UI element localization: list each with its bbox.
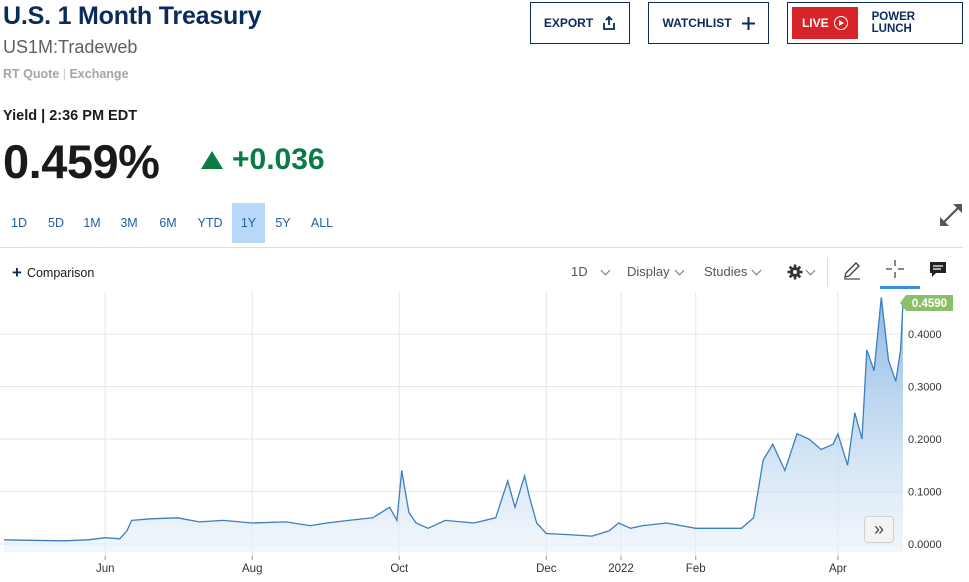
interval-label: 1D	[571, 264, 588, 279]
quote-source: RT Quote | Exchange	[3, 67, 129, 81]
y-tick-label: 0.2000	[908, 434, 942, 446]
crosshair-icon[interactable]	[885, 259, 905, 279]
comparison-label: Comparison	[26, 266, 95, 280]
settings-dropdown[interactable]	[787, 264, 816, 280]
range-tab-3m[interactable]: 3M	[120, 216, 138, 230]
export-button[interactable]: EXPORT	[530, 2, 630, 44]
live-badge: LIVE	[792, 7, 858, 39]
up-arrow-icon	[201, 151, 223, 169]
symbol-label: US1M:Tradeweb	[3, 37, 138, 57]
quote-separator: |	[62, 67, 66, 81]
share-icon	[603, 16, 616, 30]
power-lunch-label: POWER LUNCH	[871, 11, 916, 35]
watchlist-button[interactable]: WATCHLIST	[648, 2, 769, 44]
x-tick-label: Apr	[829, 563, 847, 575]
last-value-tag: 0.4590	[900, 295, 953, 312]
live-label: LIVE	[801, 16, 829, 30]
gear-icon	[787, 264, 803, 280]
range-tab-all[interactable]: ALL	[310, 216, 334, 230]
yield-change: +0.036	[232, 143, 325, 176]
studies-dropdown[interactable]: Studies	[704, 264, 762, 279]
y-tick-label: 0.1000	[908, 487, 942, 499]
y-tick-label: 0.3000	[908, 382, 942, 394]
scroll-forward-button[interactable]: »	[864, 516, 894, 543]
range-tab-ytd[interactable]: YTD	[197, 216, 223, 230]
plus-icon: +	[12, 263, 22, 282]
quote-type: RT Quote	[3, 67, 60, 81]
chevron-down-icon	[751, 265, 762, 275]
display-dropdown[interactable]: Display	[627, 264, 685, 279]
interval-dropdown[interactable]: 1D	[571, 264, 611, 279]
toolbar-separator	[827, 258, 828, 286]
yield-timestamp: Yield | 2:36 PM EDT	[3, 108, 138, 124]
chevron-down-icon	[600, 265, 611, 275]
range-tab-1m[interactable]: 1M	[83, 216, 101, 230]
expand-icon[interactable]	[938, 202, 964, 228]
page-title: U.S. 1 Month Treasury	[3, 2, 262, 30]
export-label: EXPORT	[543, 16, 594, 30]
comparison-button[interactable]: + Comparison	[12, 263, 95, 282]
y-tick-label: 0.0000	[908, 539, 942, 551]
yield-chart[interactable]: 0.0000 0.1000 0.2000 0.3000 0.4000 Jun Aug Oct D…	[0, 292, 969, 582]
x-tick-label: Aug	[242, 563, 262, 575]
pencil-icon[interactable]	[842, 260, 862, 280]
range-tab-5y[interactable]: 5Y	[275, 216, 291, 230]
comment-icon[interactable]	[929, 261, 947, 279]
x-tick-label: Jun	[96, 563, 115, 575]
range-tab-1d[interactable]: 1D	[11, 216, 27, 230]
live-power-lunch-button[interactable]: LIVE POWER LUNCH	[787, 2, 963, 44]
range-tab-1y[interactable]: 1Y	[232, 203, 265, 243]
x-tick-label: Dec	[536, 563, 557, 575]
range-tab-6m[interactable]: 6M	[159, 216, 177, 230]
last-value-label: 0.4590	[912, 298, 947, 310]
time-range-tabs: 1D 5D 1M 3M 6M YTD 1Y 5Y ALL	[0, 203, 343, 243]
yield-line	[3, 297, 904, 542]
plus-icon	[741, 16, 755, 30]
active-tool-indicator	[880, 286, 920, 289]
studies-label: Studies	[704, 264, 748, 279]
section-divider	[0, 247, 963, 248]
exchange-label: Exchange	[69, 67, 129, 81]
display-label: Display	[627, 264, 670, 279]
chevron-down-icon	[674, 265, 685, 275]
play-icon	[833, 16, 848, 30]
chevron-down-icon	[805, 265, 816, 276]
x-tick-label: Oct	[390, 563, 409, 575]
yield-value: 0.459%	[3, 135, 160, 188]
double-chevron-right-icon: »	[873, 519, 884, 539]
watchlist-label: WATCHLIST	[662, 16, 732, 30]
yield-area	[4, 297, 903, 552]
range-tab-5d[interactable]: 5D	[48, 216, 64, 230]
x-tick-label: Feb	[686, 563, 706, 575]
x-tick-label: 2022	[608, 563, 634, 575]
y-tick-label: 0.4000	[908, 329, 942, 341]
